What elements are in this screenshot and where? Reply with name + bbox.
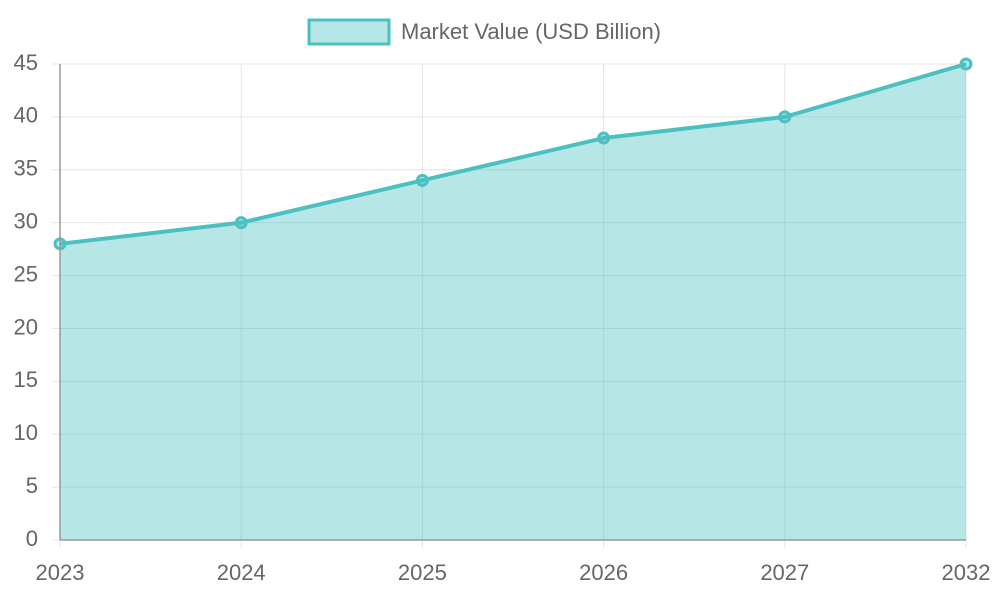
point (778, 110, 792, 124)
x-tick-label: 2032 (942, 560, 991, 585)
y-tick-label: 35 (14, 156, 38, 181)
point (415, 173, 429, 187)
y-tick-label: 5 (26, 473, 38, 498)
y-tick-label: 0 (26, 526, 38, 551)
y-tick-label: 40 (14, 103, 38, 128)
point (597, 131, 611, 145)
x-tick-label: 2027 (760, 560, 809, 585)
y-tick-label: 45 (14, 50, 38, 75)
area-fill (60, 64, 966, 540)
y-tick-label: 10 (14, 420, 38, 445)
area-line (59, 62, 967, 246)
y-tick-label: 15 (14, 367, 38, 392)
y-tick-label: 30 (14, 208, 38, 233)
y-tick-label: 20 (14, 314, 38, 339)
x-tick-label: 2025 (398, 560, 447, 585)
legend-swatch (307, 18, 391, 46)
x-tick-label: 2024 (217, 560, 266, 585)
x-tick-label: 2023 (36, 560, 85, 585)
point (234, 216, 248, 230)
legend-label: Market Value (USD Billion) (401, 19, 661, 44)
x-tick-label: 2026 (579, 560, 628, 585)
y-tick-label: 25 (14, 261, 38, 286)
point (959, 57, 973, 71)
